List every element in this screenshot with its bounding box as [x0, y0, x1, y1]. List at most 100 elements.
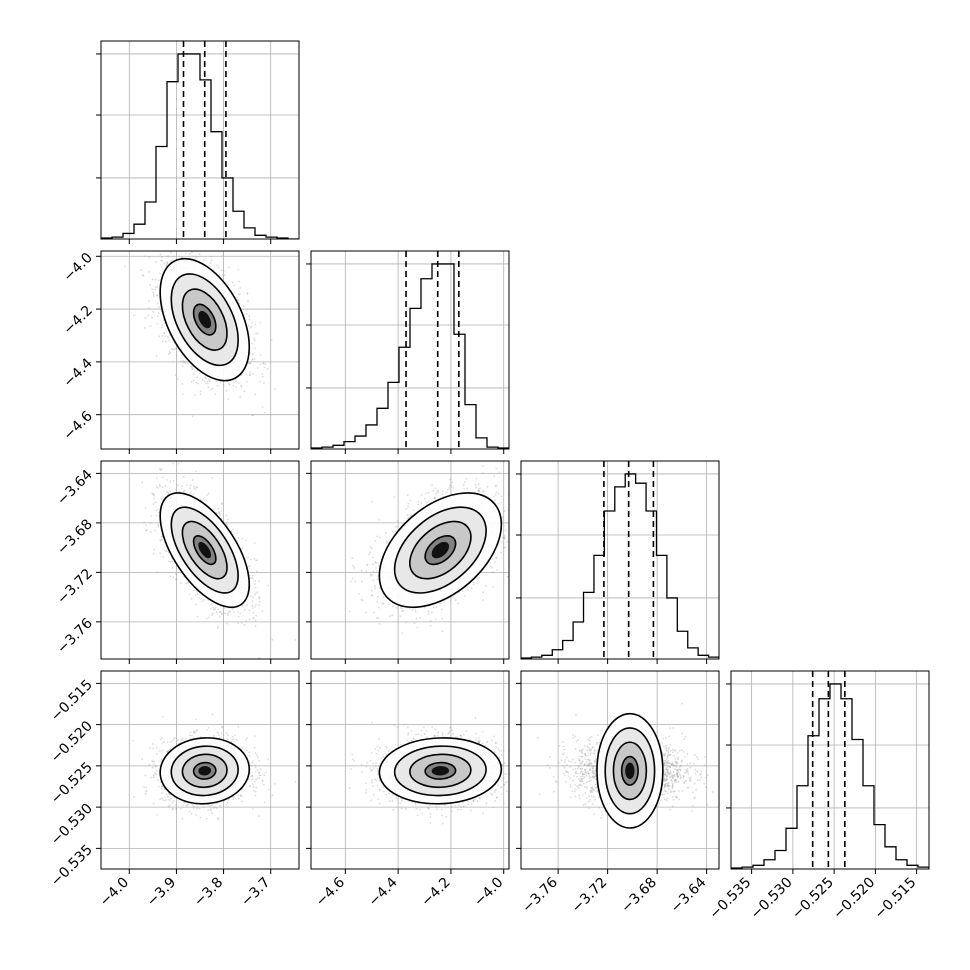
y-tick-label: −3.68 [54, 516, 96, 558]
sample-point [184, 361, 187, 364]
sample-point [155, 509, 158, 512]
sample-point [149, 244, 151, 246]
sample-point [222, 384, 225, 387]
sample-point [212, 608, 215, 611]
sample-point [255, 603, 257, 606]
sample-point [150, 514, 153, 517]
sample-point [254, 592, 257, 595]
sample-point [152, 247, 154, 249]
sample-point [151, 278, 154, 281]
sample-point [261, 375, 264, 378]
sample-point [263, 382, 265, 384]
sample-point [249, 558, 252, 561]
sample-point [149, 521, 152, 524]
sample-point [207, 386, 210, 389]
y-tick-label: −3.72 [54, 566, 96, 608]
sample-point [192, 493, 195, 496]
sample-point [251, 414, 254, 417]
sample-point [427, 610, 430, 613]
sample-point [256, 332, 259, 335]
sample-point [164, 549, 166, 552]
sample-point [239, 612, 242, 615]
sample-point [267, 584, 269, 587]
sample-point [376, 595, 379, 598]
sample-point [167, 492, 170, 495]
sample-point [250, 325, 253, 328]
sample-point [198, 372, 201, 375]
sample-point [162, 555, 165, 558]
sample-point [251, 607, 254, 609]
sample-point [233, 381, 235, 384]
sample-point [167, 491, 170, 493]
sample-point [379, 536, 381, 539]
sample-point [155, 486, 158, 489]
sample-point [145, 529, 148, 532]
sample-point [254, 347, 257, 350]
sample-point [205, 377, 208, 380]
sample-point [370, 574, 372, 577]
sample-point [166, 262, 169, 265]
sample-point [245, 539, 248, 542]
sample-point [543, 497, 545, 499]
sample-point [218, 611, 221, 613]
sample-point [171, 560, 174, 563]
sample-point [227, 611, 230, 613]
sample-point [227, 283, 230, 286]
sample-point [171, 566, 174, 569]
sample-point [271, 638, 274, 641]
sample-point [378, 623, 381, 625]
sample-point [215, 611, 218, 613]
sample-point [237, 299, 240, 302]
contour-line [192, 303, 217, 336]
sample-point [183, 360, 186, 363]
sample-point [375, 561, 377, 564]
sample-point [352, 564, 354, 567]
sample-point [179, 247, 181, 249]
sample-point [232, 610, 235, 613]
sample-point [132, 220, 134, 222]
sample-point [237, 622, 240, 625]
sample-point [226, 518, 229, 521]
sample-point [168, 560, 171, 563]
sample-point [376, 535, 379, 538]
sample-point [175, 578, 178, 581]
sample-point [177, 462, 180, 465]
sample-point [207, 379, 210, 381]
sample-point [218, 512, 221, 515]
sample-point [195, 470, 197, 473]
sample-point [221, 612, 223, 615]
sample-point [253, 358, 256, 360]
sample-point [170, 251, 172, 254]
sample-point [156, 294, 158, 297]
sample-point [195, 228, 197, 230]
sample-point [214, 608, 217, 611]
sample-point [184, 360, 187, 363]
sample-point [151, 288, 154, 291]
sample-point [144, 316, 147, 319]
sample-point [208, 380, 211, 382]
sample-point [167, 339, 170, 342]
sample-point [156, 302, 159, 305]
sample-point [394, 525, 397, 528]
sample-point [270, 339, 273, 342]
sample-point [222, 254, 224, 257]
sample-point [262, 362, 264, 365]
sample-point [152, 493, 154, 496]
sample-point [154, 529, 157, 532]
sample-point [195, 256, 198, 259]
sample-point [185, 582, 188, 585]
sample-point [204, 376, 207, 379]
sample-point [196, 486, 199, 489]
sample-point [192, 485, 195, 488]
sample-point [210, 607, 212, 610]
sample-point [194, 603, 197, 606]
sample-point [240, 385, 243, 388]
y-tick-label: −4.0 [60, 250, 95, 285]
sample-point [147, 307, 150, 310]
sample-point [212, 606, 215, 609]
sample-point [184, 252, 187, 254]
sample-point [171, 247, 173, 249]
sample-point [263, 411, 266, 414]
sample-point [159, 272, 162, 275]
sample-point [190, 365, 193, 367]
